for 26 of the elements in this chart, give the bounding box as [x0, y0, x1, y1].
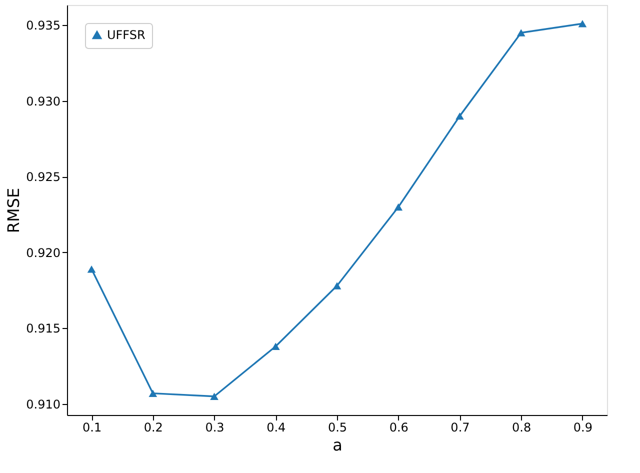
- x-axis-title: a: [332, 436, 342, 454]
- y-axis-title: RMSE: [4, 188, 24, 234]
- x-tick-label: 0.8: [512, 420, 532, 434]
- y-tick-label: 0.915: [26, 322, 60, 336]
- point: [456, 112, 464, 120]
- point: [394, 203, 403, 211]
- point: [332, 282, 342, 290]
- point: [210, 392, 218, 400]
- x-tick-label: 0.6: [389, 420, 408, 434]
- point: [87, 265, 96, 273]
- x-tick-label: 0.1: [82, 420, 102, 434]
- x-tick-label: 0.5: [328, 420, 348, 434]
- point: [578, 20, 587, 28]
- legend-label: UFFSR: [107, 28, 146, 42]
- x-tick-label: 0.7: [450, 420, 470, 434]
- point: [148, 390, 158, 397]
- y-tick-label: 0.930: [26, 94, 60, 108]
- y-tick-label: 0.925: [26, 170, 60, 184]
- x-tick-label: 0.4: [266, 420, 286, 434]
- x-tick-label: 0.9: [573, 420, 592, 434]
- x-tick-label: 0.2: [144, 420, 163, 434]
- x-tick-label: 0.3: [205, 420, 224, 434]
- y-tick-label: 0.920: [26, 246, 60, 260]
- y-tick-label: 0.935: [26, 18, 60, 33]
- y-tick-label: 0.910: [26, 397, 60, 412]
- point: [516, 29, 526, 36]
